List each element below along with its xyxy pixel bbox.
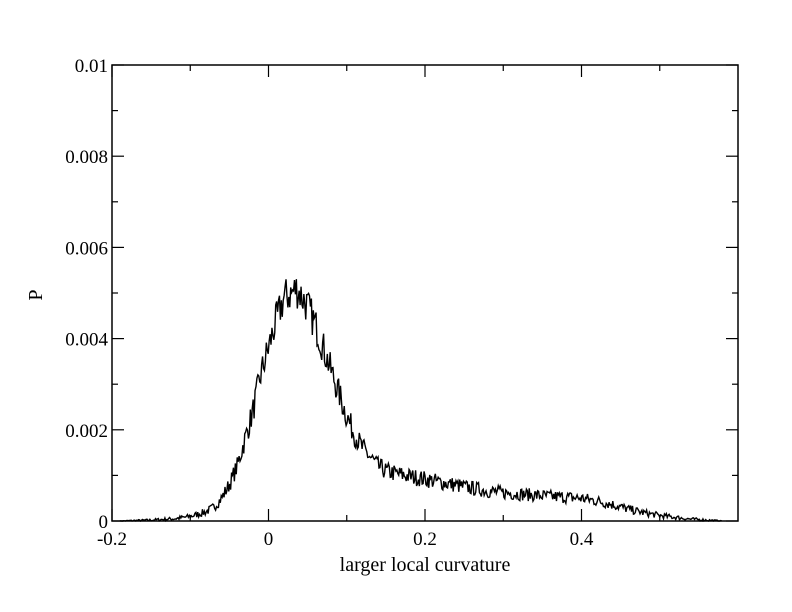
y-tick-label: 0.008 bbox=[65, 147, 108, 168]
minor-ticks bbox=[112, 65, 738, 521]
y-axis-ticks: 0 0.002 0.004 0.006 0.008 0.01 bbox=[65, 56, 738, 533]
x-tick-label: 0 bbox=[264, 529, 274, 550]
y-tick-label: 0 bbox=[99, 512, 109, 533]
y-tick-label: 0.006 bbox=[65, 238, 108, 259]
x-axis-ticks: -0.2 0 0.2 0.4 bbox=[97, 65, 594, 550]
y-axis-title: P bbox=[25, 289, 47, 300]
y-tick-label: 0.004 bbox=[65, 330, 108, 351]
y-tick-label: 0.002 bbox=[65, 421, 108, 442]
x-tick-label: -0.2 bbox=[97, 529, 127, 550]
x-tick-label: 0.4 bbox=[570, 529, 594, 550]
y-tick-label: 0.01 bbox=[75, 56, 108, 77]
density-curve bbox=[119, 279, 723, 523]
x-axis-title: larger local curvature bbox=[340, 554, 511, 576]
plot-frame bbox=[111, 64, 739, 522]
x-tick-label: 0.2 bbox=[413, 529, 437, 550]
